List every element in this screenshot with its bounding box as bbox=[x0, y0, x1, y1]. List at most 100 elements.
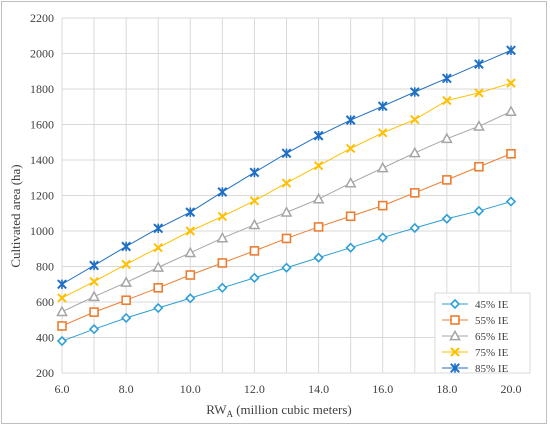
data-point-stroke bbox=[121, 259, 131, 270]
data-point bbox=[506, 45, 516, 56]
data-point bbox=[506, 148, 516, 159]
x-axis-title-main: RW bbox=[206, 402, 227, 417]
data-point bbox=[185, 270, 196, 280]
data-point bbox=[248, 218, 261, 230]
y-tick-label: 1400 bbox=[30, 153, 54, 167]
data-point bbox=[408, 146, 421, 158]
data-point-stroke bbox=[410, 114, 420, 125]
data-point bbox=[185, 226, 195, 236]
data-point bbox=[153, 242, 163, 253]
data-point bbox=[376, 161, 389, 173]
y-tick-label: 800 bbox=[36, 260, 54, 274]
data-point bbox=[281, 262, 292, 273]
data-point bbox=[153, 223, 164, 234]
data-point bbox=[506, 78, 516, 88]
data-point bbox=[313, 222, 324, 232]
data-point bbox=[505, 105, 517, 116]
data-point bbox=[410, 114, 420, 125]
x-tick-label: 12.0 bbox=[244, 382, 265, 396]
y-axis-ticks: 200 400 600 800 1000 1200 1400 1600 1800 2000 2200 bbox=[30, 11, 54, 380]
data-point bbox=[185, 293, 196, 304]
data-point bbox=[184, 246, 197, 258]
data-point bbox=[313, 252, 324, 263]
legend-label: 75% IE bbox=[475, 347, 509, 359]
data-point bbox=[249, 167, 260, 178]
data-point bbox=[440, 132, 453, 144]
x-tick-label: 16.0 bbox=[372, 382, 393, 396]
y-tick-label: 1800 bbox=[30, 82, 54, 96]
x-tick-label: 14.0 bbox=[308, 382, 329, 396]
legend-entry: 75% IE bbox=[442, 347, 509, 359]
data-point bbox=[281, 178, 292, 188]
data-point bbox=[57, 321, 67, 331]
data-point bbox=[56, 305, 68, 317]
data-point bbox=[441, 213, 452, 224]
data-point bbox=[121, 241, 132, 252]
legend-label: 45% IE bbox=[475, 299, 509, 311]
legend-marker bbox=[450, 347, 460, 357]
data-point bbox=[281, 148, 292, 159]
data-point bbox=[442, 175, 452, 185]
data-point bbox=[409, 87, 420, 97]
legend-marker-stroke bbox=[450, 347, 460, 357]
data-point bbox=[89, 307, 99, 317]
data-point-stroke bbox=[217, 211, 228, 222]
legend: 45% IE 55% IE 65% IE 75% IE 85% IE bbox=[434, 292, 531, 375]
series-markers-4 bbox=[57, 78, 516, 303]
y-tick-label: 600 bbox=[36, 295, 54, 309]
data-point bbox=[217, 258, 228, 268]
data-point bbox=[217, 282, 228, 293]
legend-marker bbox=[449, 329, 461, 341]
y-tick-label: 2000 bbox=[30, 47, 54, 61]
data-point bbox=[88, 290, 100, 302]
data-point bbox=[377, 200, 388, 211]
x-axis-title: RWA (million cubic meters) bbox=[206, 402, 352, 419]
data-point bbox=[442, 95, 452, 106]
x-tick-label: 8.0 bbox=[119, 382, 134, 396]
data-point bbox=[121, 295, 131, 306]
data-point bbox=[441, 73, 452, 84]
legend-marker bbox=[450, 363, 460, 373]
legend-entry: 85% IE bbox=[442, 363, 509, 375]
legend-label: 55% IE bbox=[475, 315, 509, 327]
data-point bbox=[121, 259, 131, 270]
x-tick-label: 6.0 bbox=[55, 382, 70, 396]
data-point-stroke bbox=[442, 95, 452, 106]
y-tick-label: 200 bbox=[36, 366, 54, 380]
data-point-stroke bbox=[57, 293, 67, 303]
data-point bbox=[473, 205, 485, 217]
data-point-stroke bbox=[249, 196, 260, 206]
data-point-stroke bbox=[474, 88, 484, 98]
legend-entry: 65% IE bbox=[442, 329, 509, 343]
data-point bbox=[474, 88, 484, 98]
data-point bbox=[313, 160, 324, 171]
series-markers-2 bbox=[57, 148, 516, 331]
x-tick-label: 10.0 bbox=[180, 382, 201, 396]
data-point bbox=[344, 176, 357, 188]
data-point bbox=[57, 279, 67, 290]
data-point-stroke bbox=[345, 143, 356, 154]
series-markers-1 bbox=[56, 196, 517, 347]
data-point bbox=[89, 260, 99, 271]
data-point bbox=[121, 312, 132, 324]
data-point bbox=[313, 130, 324, 141]
data-point bbox=[217, 211, 228, 222]
data-point bbox=[473, 120, 485, 131]
data-point bbox=[249, 272, 260, 283]
data-point bbox=[377, 101, 388, 112]
data-point bbox=[217, 187, 228, 197]
legend-box bbox=[434, 292, 531, 374]
data-point bbox=[280, 206, 293, 217]
x-axis-title-subscript: A bbox=[226, 409, 233, 419]
data-point bbox=[153, 302, 164, 314]
data-point bbox=[345, 143, 356, 154]
data-point-stroke bbox=[153, 242, 163, 253]
y-axis-title: Cultivated area (ha) bbox=[8, 164, 23, 267]
data-point bbox=[345, 211, 356, 222]
data-point bbox=[409, 222, 420, 234]
data-point bbox=[474, 59, 484, 70]
data-point bbox=[249, 246, 260, 256]
data-point bbox=[281, 233, 292, 244]
data-point bbox=[505, 196, 517, 207]
